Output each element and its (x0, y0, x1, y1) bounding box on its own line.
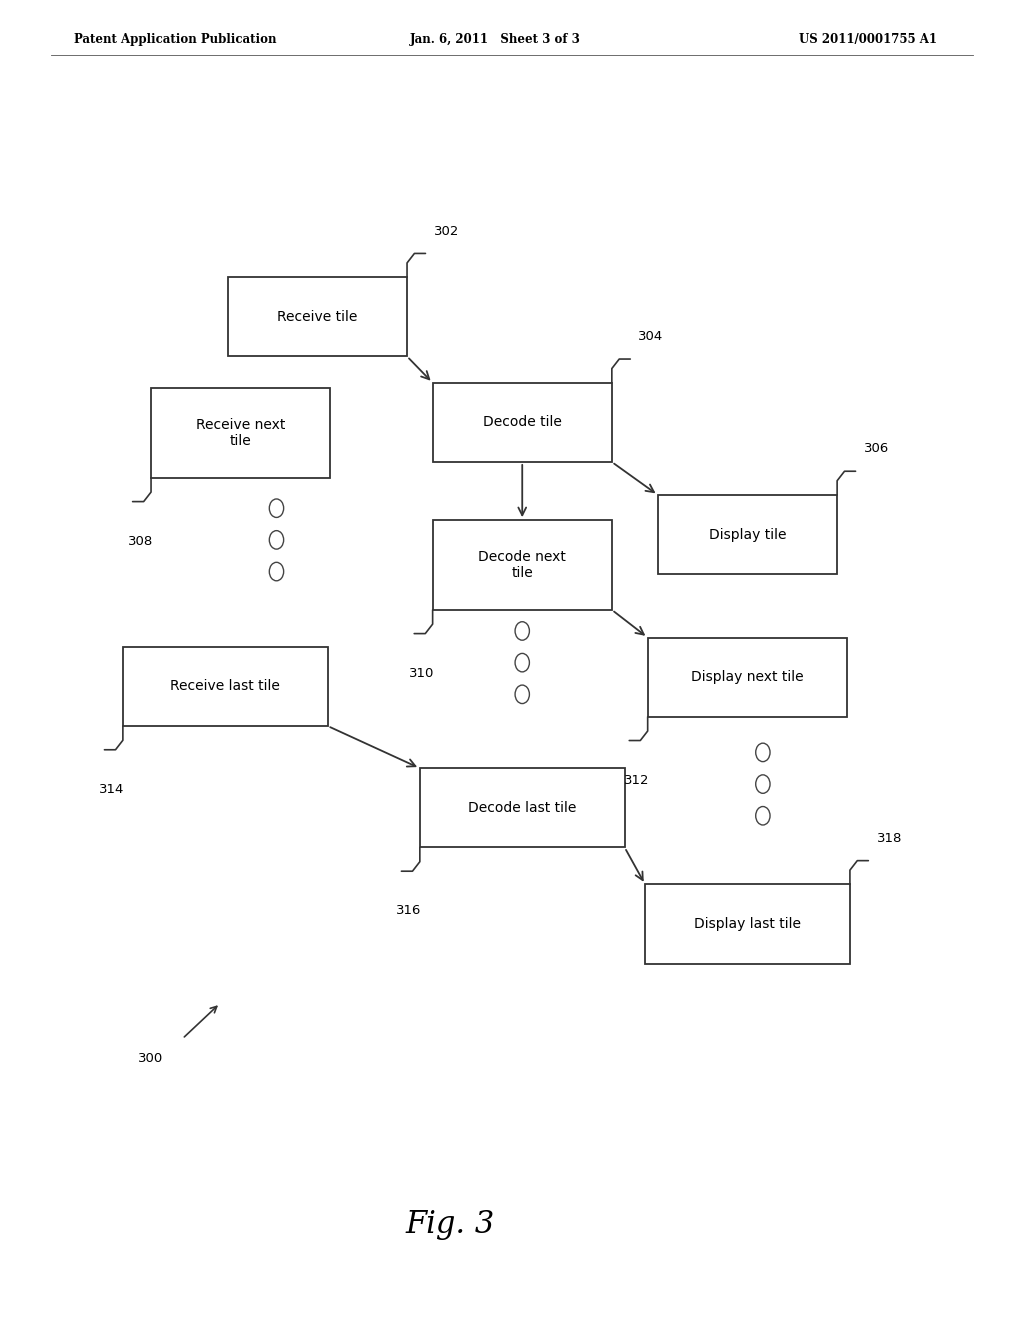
Bar (123, 647, 328, 726)
Circle shape (515, 622, 529, 640)
Text: Display last tile: Display last tile (694, 917, 801, 931)
Text: 304: 304 (639, 330, 664, 343)
Text: Display next tile: Display next tile (691, 671, 804, 684)
Circle shape (269, 562, 284, 581)
Text: Display tile: Display tile (709, 528, 786, 541)
Text: US 2011/0001755 A1: US 2011/0001755 A1 (799, 33, 937, 46)
Text: 316: 316 (396, 904, 422, 917)
Circle shape (515, 653, 529, 672)
Text: 302: 302 (434, 224, 459, 238)
Bar (432, 520, 611, 610)
Text: Receive tile: Receive tile (278, 310, 357, 323)
Text: Jan. 6, 2011   Sheet 3 of 3: Jan. 6, 2011 Sheet 3 of 3 (410, 33, 581, 46)
Text: Receive next
tile: Receive next tile (196, 418, 286, 447)
Text: Receive last tile: Receive last tile (170, 680, 281, 693)
Text: 300: 300 (138, 1052, 164, 1065)
Bar (657, 495, 837, 574)
Circle shape (269, 499, 284, 517)
Bar (152, 388, 330, 478)
Text: Decode tile: Decode tile (482, 416, 562, 429)
Bar (645, 884, 850, 964)
Bar (647, 638, 847, 717)
Text: Fig. 3: Fig. 3 (406, 1209, 496, 1241)
Circle shape (515, 685, 529, 704)
Circle shape (756, 807, 770, 825)
Bar (432, 383, 611, 462)
Circle shape (269, 531, 284, 549)
Text: Decode last tile: Decode last tile (468, 801, 577, 814)
Text: 310: 310 (409, 667, 434, 680)
Text: 312: 312 (624, 774, 649, 787)
Bar (420, 768, 625, 847)
Circle shape (756, 775, 770, 793)
Text: 306: 306 (863, 442, 889, 455)
Text: Decode next
tile: Decode next tile (478, 550, 566, 579)
Text: 318: 318 (877, 832, 902, 845)
Circle shape (756, 743, 770, 762)
Text: 308: 308 (127, 535, 153, 548)
Bar (227, 277, 407, 356)
Text: 314: 314 (99, 783, 125, 796)
Text: Patent Application Publication: Patent Application Publication (74, 33, 276, 46)
